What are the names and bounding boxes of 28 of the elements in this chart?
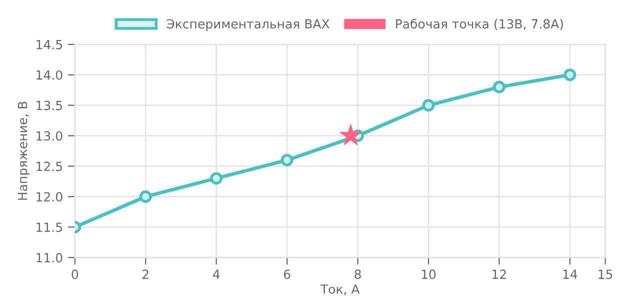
x-tick-label: 14 [563, 270, 578, 279]
x-axis-title: Ток, А [320, 284, 360, 296]
x-tick-label: 12 [492, 270, 506, 279]
y-tick-label: 13.5 [36, 100, 62, 110]
point [139, 190, 152, 203]
y-tick-label: 14.0 [36, 70, 62, 80]
legend-label: Экспериментальная ВАХ [166, 19, 330, 32]
point [422, 99, 435, 112]
y-tick-label: 14.5 [36, 40, 62, 50]
point [280, 154, 294, 166]
x-tick-label: 15 [598, 270, 612, 279]
x-tick-label: 2 [142, 270, 148, 279]
x-tick-label: 0 [72, 270, 78, 279]
x-tick-label: 10 [422, 270, 436, 279]
x-tick-label: 6 [284, 270, 290, 279]
y-tick-label: 11.0 [36, 252, 62, 262]
y-axis-title: Напряжение, В [18, 102, 30, 200]
y-tick-label: 11.5 [36, 222, 62, 232]
x-tick-label: 4 [212, 270, 220, 279]
legend-label: Рабочая точка (13В, 7.8А) [396, 18, 563, 30]
point [210, 172, 223, 185]
y-tick-label: 13.0 [36, 131, 62, 141]
y-tick-label: 12.5 [36, 162, 62, 172]
point [564, 68, 576, 82]
point [340, 124, 362, 146]
point [492, 80, 506, 94]
x-tick-label: 8 [354, 270, 361, 279]
y-tick-label: 12.0 [36, 192, 62, 202]
